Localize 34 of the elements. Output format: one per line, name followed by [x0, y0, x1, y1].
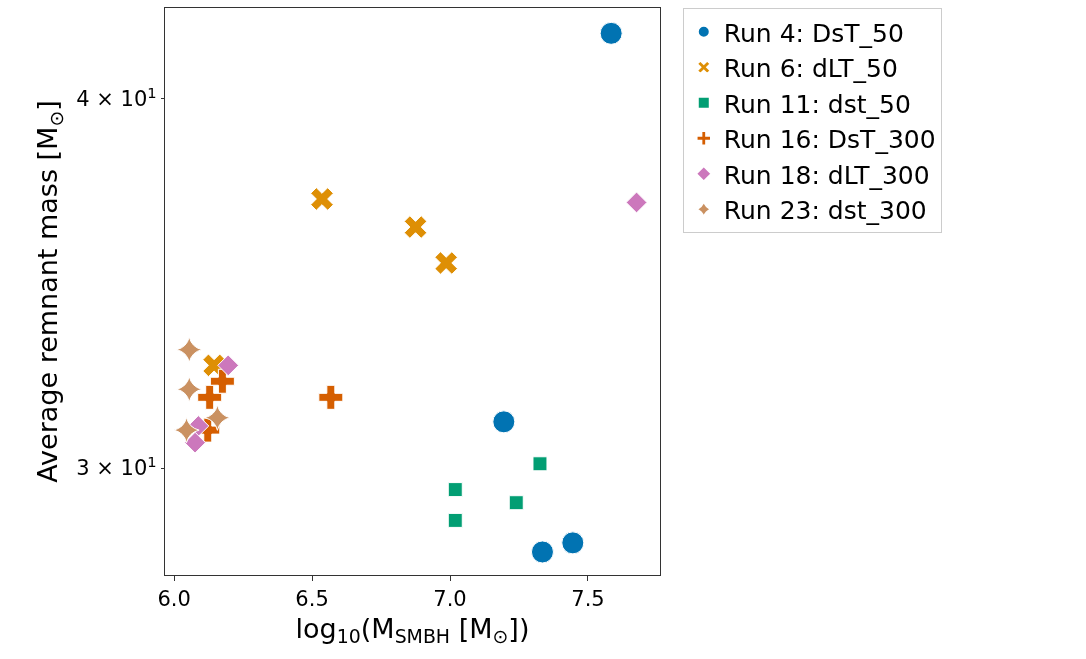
legend-label: Run 18: dLT_300 — [723, 160, 930, 190]
y-tick-label: 4 × 10$^{1}$ — [76, 83, 157, 112]
point — [599, 21, 623, 45]
point — [403, 215, 428, 239]
point — [434, 251, 458, 275]
legend-label: Run 11: dst_50 — [723, 89, 911, 119]
point — [176, 336, 203, 363]
x-tick-label: 7.0 — [433, 587, 467, 612]
point — [204, 404, 231, 431]
point — [217, 354, 240, 377]
point — [447, 512, 463, 528]
y-tick-label: 3 × 10$^{1}$ — [76, 452, 157, 481]
legend-label: Run 4: DsT_50 — [723, 18, 904, 48]
x-tick-label: 7.5 — [571, 587, 605, 612]
legend-label: Run 16: DsT_300 — [723, 125, 936, 154]
point — [197, 384, 223, 410]
point — [310, 187, 334, 211]
legend-label: Run 6: dLT_50 — [723, 54, 898, 83]
point — [625, 191, 648, 214]
point — [447, 482, 463, 498]
point — [561, 531, 585, 555]
point — [176, 376, 203, 403]
x-tick-label: 6.0 — [157, 587, 191, 612]
point — [532, 456, 548, 472]
point — [209, 368, 235, 394]
point — [508, 495, 524, 511]
point — [173, 417, 200, 444]
legend-label: Run 23: dst_300 — [723, 196, 927, 225]
x-tick-label: 6.5 — [295, 587, 329, 612]
point — [318, 384, 344, 410]
x-axis-title: log$_{10}$(M$_{SMBH}$ [M$_{⊙}$]) — [295, 612, 530, 648]
point — [184, 431, 206, 454]
point — [492, 410, 516, 434]
point — [530, 540, 554, 564]
